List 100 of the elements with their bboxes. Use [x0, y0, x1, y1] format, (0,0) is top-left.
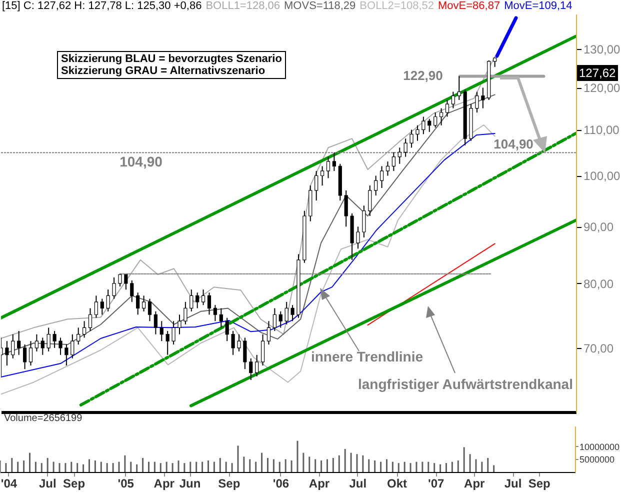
x-tick-label: Apr — [308, 476, 330, 490]
candlestick — [260, 334, 265, 366]
candlestick — [332, 152, 336, 172]
candlestick — [207, 292, 212, 316]
candlestick — [64, 344, 68, 366]
annotation: 122,90 — [403, 68, 443, 84]
candlestick — [445, 99, 450, 118]
candlestick — [124, 274, 128, 290]
annotation: Skizzierung GRAU = Alternativszenario — [61, 65, 266, 77]
candlestick — [70, 334, 74, 359]
candlestick — [410, 129, 414, 148]
candlestick — [166, 330, 170, 356]
candlestick — [457, 76, 461, 100]
candlestick — [290, 304, 294, 322]
candlestick — [142, 295, 146, 312]
x-tick-label: '05 — [118, 476, 134, 490]
candlestick — [320, 166, 324, 186]
candlestick — [368, 184, 372, 216]
candlestick — [374, 175, 378, 196]
candlestick — [451, 91, 455, 109]
x-tick-label: '06 — [272, 476, 290, 490]
candlestick — [314, 170, 318, 202]
candlestick — [82, 320, 86, 338]
candlestick — [392, 152, 396, 172]
annotation: Skizzierung BLAU = bevorzugtes Szenario — [61, 53, 282, 65]
candlestick — [344, 190, 348, 228]
candlestick — [178, 314, 182, 335]
candlestick — [154, 310, 158, 335]
candlestick — [237, 334, 241, 352]
candlestick — [11, 334, 15, 359]
candlestick — [23, 344, 27, 370]
candlestick — [5, 340, 9, 366]
candlestick — [40, 337, 44, 356]
candlestick — [17, 330, 21, 356]
candlestick — [58, 337, 62, 356]
candlestick — [284, 301, 288, 325]
candlestick — [52, 330, 56, 348]
candlestick — [255, 354, 259, 377]
y-tick-label: 90,00 — [584, 220, 614, 234]
y-tick-label: 120,00 — [584, 81, 621, 96]
candlestick — [172, 320, 176, 345]
candlestick — [76, 327, 80, 345]
x-tick-label: Jun — [179, 476, 201, 490]
candlestick — [148, 298, 152, 322]
candlestick — [219, 308, 223, 328]
x-tick-label: Jul — [349, 476, 367, 490]
ref-line-label: 104,90 — [120, 154, 163, 170]
candlestick — [196, 292, 200, 309]
chart-title: Volume=2656199 — [4, 413, 83, 424]
candlestick — [184, 301, 188, 325]
x-tick-label: Sep — [218, 476, 240, 490]
chart-title: [15] C: 127,62 H: 127,78 L: 125,30 +0,86 — [2, 0, 202, 12]
candlestick — [106, 289, 110, 312]
candlestick — [201, 289, 206, 306]
y-tick-label: 10000000 — [580, 442, 620, 452]
candlestick — [398, 147, 402, 164]
candlestick — [130, 280, 134, 302]
candlestick — [249, 358, 253, 381]
candlestick — [100, 298, 104, 316]
y-tick-label: 5000000 — [580, 454, 615, 465]
candlestick — [28, 340, 33, 366]
candlestick — [88, 308, 92, 332]
candlestick — [278, 310, 282, 328]
annotation: langfristiger Aufwärtstrendkanal — [358, 376, 573, 392]
candlestick — [225, 317, 229, 342]
candlestick — [380, 166, 384, 188]
x-tick-label: Sep — [528, 476, 550, 490]
candlestick — [439, 108, 444, 126]
candlestick — [231, 330, 235, 356]
x-tick-label: '07 — [428, 476, 445, 490]
x-tick-label: Jul — [504, 476, 522, 490]
candlestick — [46, 327, 50, 352]
candlestick — [428, 118, 432, 132]
candlestick — [243, 337, 247, 370]
candlestick — [386, 160, 390, 176]
annotation: innere Trendlinie — [310, 348, 424, 365]
x-tick-label: Okt — [387, 476, 408, 490]
candlestick — [475, 91, 479, 113]
candlestick — [94, 295, 98, 318]
annotation: 104,90 — [494, 136, 534, 152]
candlestick — [136, 292, 140, 316]
x-tick-label: Apr — [154, 476, 175, 490]
candlestick — [416, 124, 420, 142]
candlestick — [266, 320, 271, 345]
text: BOLL2=108,52 — [360, 0, 434, 12]
candlestick — [160, 320, 164, 342]
candlestick — [434, 112, 438, 128]
x-tick-label: Jul — [39, 476, 56, 490]
text: MovE=86,87 — [438, 0, 500, 12]
candlestick — [422, 116, 426, 135]
candlestick — [34, 334, 38, 352]
x-tick-label: Apr — [464, 476, 486, 490]
text: MovE=109,14 — [504, 0, 572, 12]
y-tick-label: 70,00 — [584, 341, 614, 356]
candlestick — [213, 304, 217, 322]
candlestick — [404, 138, 408, 158]
y-tick-label: 110,00 — [584, 123, 620, 138]
y-tick-label: 130,00 — [584, 42, 621, 57]
y-tick-label: 80,00 — [584, 276, 614, 291]
candlestick — [356, 226, 360, 250]
